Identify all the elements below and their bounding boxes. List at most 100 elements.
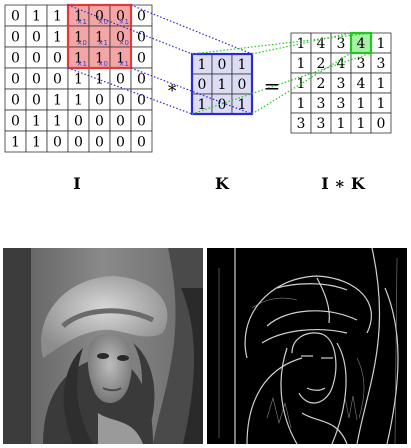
- output-matrix-value: 2: [317, 56, 326, 72]
- output-matrix-value: 3: [357, 56, 366, 72]
- kernel-matrix-value: 1: [198, 57, 207, 73]
- output-matrix-value: 1: [357, 116, 366, 132]
- input-matrix-value: 0: [137, 135, 146, 151]
- input-matrix-value: 0: [95, 135, 104, 151]
- input-matrix-value: 0: [11, 93, 20, 109]
- output-matrix-value: 4: [317, 36, 326, 52]
- input-matrix-value: 1: [74, 72, 83, 88]
- input-matrix-value: 1: [53, 93, 62, 109]
- output-matrix-value: 3: [317, 96, 326, 112]
- input-matrix-value: 0: [116, 135, 125, 151]
- kernel-multiplier: ×0: [119, 39, 129, 47]
- output-matrix-value: 1: [357, 96, 366, 112]
- kernel-matrix-value: 1: [238, 97, 247, 113]
- output-mapping-line: [191, 52, 372, 115]
- input-matrix-value: 0: [116, 30, 125, 46]
- input-matrix-value: 0: [116, 114, 125, 130]
- input-matrix-cell: [130, 130, 153, 153]
- input-matrix-value: 0: [137, 9, 146, 25]
- kernel-mapping-line: [130, 67, 253, 115]
- input-matrix-value: 1: [74, 9, 83, 25]
- input-matrix-value: 0: [137, 30, 146, 46]
- input-matrix-value: 1: [53, 30, 62, 46]
- input-matrix-value: 1: [95, 72, 104, 88]
- output-matrix-value: 1: [377, 36, 386, 52]
- kernel-matrix-value: 1: [198, 97, 207, 113]
- input-matrix-value: 0: [74, 135, 83, 151]
- input-matrix-value: 0: [11, 51, 20, 67]
- kernel-mapping-line: [130, 4, 253, 55]
- output-matrix-value: 1: [377, 76, 386, 92]
- input-matrix-value: 0: [32, 93, 41, 109]
- kernel-matrix-value: 0: [218, 57, 227, 73]
- kernel-multiplier: ×0: [98, 18, 108, 26]
- output-matrix-value: 3: [317, 116, 326, 132]
- input-matrix-value: 1: [11, 135, 20, 151]
- input-matrix-value: 1: [32, 9, 41, 25]
- output-label: I ∗ K: [321, 174, 366, 193]
- kernel-matrix-value: 1: [218, 77, 227, 93]
- input-matrix-value: 0: [32, 30, 41, 46]
- input-matrix-value: 0: [53, 72, 62, 88]
- input-matrix-value: 1: [74, 30, 83, 46]
- input-matrix-value: 0: [11, 72, 20, 88]
- input-matrix-value: 1: [74, 93, 83, 109]
- input-matrix-value: 0: [116, 72, 125, 88]
- input-matrix-value: 0: [53, 135, 62, 151]
- input-matrix-value: 1: [32, 135, 41, 151]
- output-matrix-value: 1: [337, 116, 346, 132]
- output-matrix-value: 3: [377, 56, 386, 72]
- kernel-matrix-value: 1: [238, 57, 247, 73]
- kernel-multiplier: ×1: [77, 60, 87, 68]
- input-matrix-value: 0: [137, 72, 146, 88]
- input-matrix-value: 0: [137, 93, 146, 109]
- input-matrix-value: 0: [137, 114, 146, 130]
- input-matrix-value: 0: [95, 114, 104, 130]
- input-matrix-value: 0: [74, 114, 83, 130]
- output-highlight-cell: [349, 31, 373, 55]
- input-matrix-value: 0: [11, 30, 20, 46]
- output-matrix: 1434112433123411331133110: [290, 31, 392, 134]
- input-matrix-value: 1: [53, 9, 62, 25]
- output-mapping-line: [251, 32, 352, 55]
- input-matrix-value: 0: [11, 114, 20, 130]
- grayscale-portrait-image: [3, 248, 203, 444]
- kernel-multiplier: ×1: [77, 18, 87, 26]
- output-matrix-value: 3: [297, 116, 306, 132]
- input-matrix-value: 1: [74, 51, 83, 67]
- kernel-matrix: 1 0 10 1 01 0 1: [190, 52, 254, 116]
- output-matrix-value: 1: [377, 96, 386, 112]
- kernel-matrix-value: 0: [198, 77, 207, 93]
- input-matrix-value: 0: [32, 51, 41, 67]
- input-matrix-value: 1: [116, 51, 125, 67]
- kernel-multiplier: ×1: [119, 18, 129, 26]
- mapping-lines: [67, 4, 372, 115]
- output-matrix-value: 0: [377, 116, 386, 132]
- input-receptive-field: [66, 3, 133, 70]
- output-matrix-value: 4: [337, 56, 346, 72]
- input-matrix-value: 1: [95, 30, 104, 46]
- input-matrix-value: 0: [95, 9, 104, 25]
- equals-operator: =: [264, 74, 281, 98]
- input-matrix-value: 1: [53, 114, 62, 130]
- output-matrix-value: 3: [337, 76, 346, 92]
- output-matrix-cell: [370, 112, 392, 134]
- kernel-multiplier: ×1: [119, 60, 129, 68]
- input-label: I: [73, 174, 80, 193]
- output-matrix-value: 4: [357, 76, 366, 92]
- input-matrix-value: 1: [95, 51, 104, 67]
- convolve-operator: ∗: [166, 78, 178, 98]
- edge-detected-image: [207, 248, 407, 444]
- input-matrix-value: 0: [32, 72, 41, 88]
- output-matrix-value: 1: [297, 56, 306, 72]
- kernel-mapping-line: [67, 67, 193, 115]
- input-matrix-value: 0: [53, 51, 62, 67]
- output-matrix-value: 1: [297, 96, 306, 112]
- kernel-multiplier: ×0: [77, 39, 87, 47]
- output-matrix-value: 2: [317, 76, 326, 92]
- output-matrix-value: 3: [337, 96, 346, 112]
- input-matrix: 0 1 1 1 0 0 00 0 1 1 1 0 00 0 0 1 1 1 00 0 0 1 1 0 00 0 1 1 0 0 00 1 1 0 0…: [4, 3, 153, 153]
- kernel-mapping-line: [67, 4, 193, 55]
- input-matrix-value: 0: [116, 93, 125, 109]
- kernel-matrix-value: 0: [238, 77, 247, 93]
